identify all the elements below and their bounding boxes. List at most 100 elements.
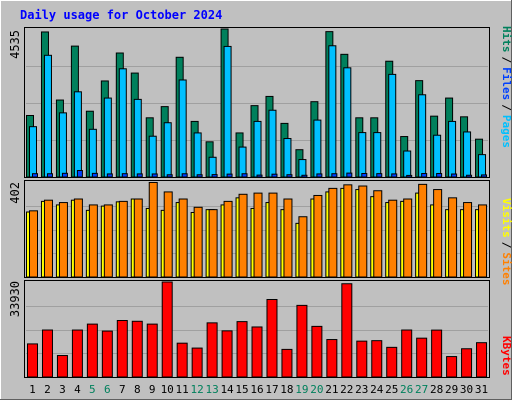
bar-visits xyxy=(253,192,263,278)
day-label: 12 xyxy=(191,383,204,396)
bar-pages xyxy=(331,173,338,178)
y-max-label-top: 4535 xyxy=(8,30,22,59)
bar-visits xyxy=(178,198,188,278)
bar-visits xyxy=(29,210,38,278)
bar-files xyxy=(223,45,232,178)
bar-visits xyxy=(88,204,98,278)
bar-visits xyxy=(58,202,68,278)
bar-visits xyxy=(448,197,458,278)
bar-visits xyxy=(133,198,143,278)
day-label: 4 xyxy=(74,383,81,396)
legend-visits: Visits xyxy=(500,198,512,238)
bar-visits xyxy=(388,199,398,278)
bar-kbytes xyxy=(191,347,203,378)
bar-visits xyxy=(478,204,488,278)
day-label: 27 xyxy=(415,383,428,396)
bar-pages xyxy=(286,174,293,178)
bar-kbytes xyxy=(266,298,278,378)
bar-pages xyxy=(181,173,188,178)
bar-visits xyxy=(418,183,428,278)
bar-pages xyxy=(46,173,53,178)
bar-files xyxy=(148,135,157,178)
y-max-label-bottom: 33930 xyxy=(8,281,22,317)
bar-pages xyxy=(451,173,458,178)
bar-kbytes xyxy=(41,329,53,378)
bar-visits xyxy=(208,209,218,278)
bar-kbytes xyxy=(236,321,248,378)
bar-kbytes xyxy=(221,330,233,378)
bar-visits xyxy=(343,184,353,278)
bar-pages xyxy=(151,173,158,178)
legend-separator: / xyxy=(500,104,512,111)
bar-files xyxy=(328,45,337,178)
bar-kbytes xyxy=(116,319,128,378)
bar-pages xyxy=(256,174,263,178)
bar-pages xyxy=(196,174,203,178)
bar-visits xyxy=(463,202,473,278)
y-max-label-middle: 402 xyxy=(8,182,22,204)
bar-visits xyxy=(358,185,368,278)
bar-kbytes xyxy=(176,342,188,378)
day-label: 9 xyxy=(149,383,156,396)
bar-visits xyxy=(73,198,83,278)
bar-files xyxy=(253,120,262,178)
day-label: 18 xyxy=(280,383,293,396)
day-label: 3 xyxy=(59,383,66,396)
bar-files xyxy=(463,131,472,178)
bar-visits xyxy=(313,194,323,278)
day-label: 10 xyxy=(161,383,174,396)
bar-files xyxy=(403,150,412,178)
bar-pages xyxy=(166,174,173,178)
day-label: 31 xyxy=(475,383,488,396)
bar-kbytes xyxy=(311,325,323,378)
bar-kbytes xyxy=(281,348,293,378)
bar-visits xyxy=(118,200,128,278)
bar-files xyxy=(238,146,247,178)
bar-visits xyxy=(238,193,248,278)
bar-kbytes xyxy=(146,323,158,378)
day-label: 23 xyxy=(355,383,368,396)
bar-pages xyxy=(241,173,248,178)
bar-kbytes xyxy=(341,283,353,378)
day-label: 6 xyxy=(104,383,111,396)
bar-pages xyxy=(466,174,473,178)
bar-pages xyxy=(421,173,428,178)
legend-middle: Visits / Sites xyxy=(500,198,512,286)
bar-pages xyxy=(226,173,233,178)
bar-pages xyxy=(316,173,323,178)
bar-kbytes xyxy=(56,355,68,378)
day-label: 1 xyxy=(29,383,36,396)
bar-files xyxy=(133,98,142,178)
bar-kbytes xyxy=(446,356,458,378)
bar-kbytes xyxy=(356,340,368,378)
bar-files xyxy=(43,54,52,178)
bar-visits xyxy=(403,198,413,278)
bar-files xyxy=(208,156,217,178)
bar-files xyxy=(268,109,277,178)
legend-files: Files xyxy=(500,67,512,100)
day-label: 24 xyxy=(370,383,384,396)
bar-pages xyxy=(481,174,488,178)
bar-kbytes xyxy=(416,337,428,378)
bar-kbytes xyxy=(86,323,98,378)
bar-files xyxy=(193,132,202,178)
bar-visits xyxy=(163,191,173,278)
bar-pages xyxy=(106,173,113,178)
legend-separator: / xyxy=(500,242,512,249)
bar-pages xyxy=(376,173,383,178)
bar-pages xyxy=(136,173,143,178)
bar-visits xyxy=(193,206,203,278)
day-label: 20 xyxy=(310,383,323,396)
bar-visits xyxy=(223,200,233,278)
bar-kbytes xyxy=(251,326,263,378)
bar-files xyxy=(178,79,187,178)
chart-title: Daily usage for October 2024 xyxy=(20,8,222,22)
bar-files xyxy=(343,67,352,178)
bar-files xyxy=(163,122,172,178)
bar-kbytes xyxy=(206,322,218,378)
day-labels: 1 2 3 4 5 6 7 8 9 10 11 12 13 14 15 16 17 18 19 20 21 22 23 24 2… xyxy=(29,383,488,396)
bar-pages xyxy=(211,174,218,178)
bar-pages xyxy=(391,173,398,178)
bar-kbytes xyxy=(386,346,398,378)
day-label: 2 xyxy=(44,383,51,396)
